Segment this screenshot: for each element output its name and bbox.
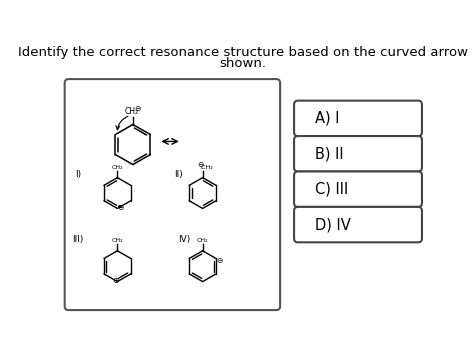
FancyBboxPatch shape xyxy=(64,79,280,310)
Text: CH₂: CH₂ xyxy=(197,238,209,243)
FancyArrowPatch shape xyxy=(116,116,128,130)
Text: CH₂: CH₂ xyxy=(111,165,123,170)
FancyBboxPatch shape xyxy=(294,172,422,207)
Text: Identify the correct resonance structure based on the curved arrow: Identify the correct resonance structure… xyxy=(18,46,468,59)
Text: D) IV: D) IV xyxy=(315,217,351,232)
Text: ⊖: ⊖ xyxy=(197,160,203,169)
Text: :CH₂: :CH₂ xyxy=(199,165,213,170)
FancyBboxPatch shape xyxy=(294,136,422,172)
Text: III): III) xyxy=(73,236,84,244)
Text: I): I) xyxy=(75,170,81,179)
Text: ⊖: ⊖ xyxy=(117,203,124,212)
Text: C) III: C) III xyxy=(315,182,348,197)
Text: CH₂: CH₂ xyxy=(125,107,139,116)
Text: shown.: shown. xyxy=(219,57,266,70)
Text: A) I: A) I xyxy=(315,111,339,126)
Text: II): II) xyxy=(174,170,182,179)
Text: ⊕: ⊕ xyxy=(112,276,118,285)
Text: IV): IV) xyxy=(178,236,190,244)
Text: B) II: B) II xyxy=(315,146,344,161)
FancyBboxPatch shape xyxy=(294,101,422,136)
Text: ⊖: ⊖ xyxy=(217,256,223,265)
FancyBboxPatch shape xyxy=(294,207,422,242)
Text: ⊖: ⊖ xyxy=(134,104,141,113)
Text: CH₂: CH₂ xyxy=(111,238,123,243)
